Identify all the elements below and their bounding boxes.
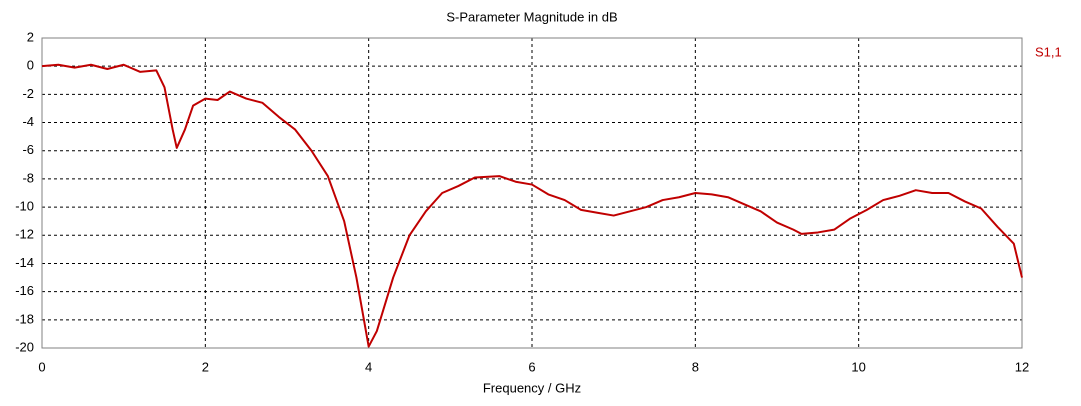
x-tick-label: 12	[1015, 359, 1029, 374]
x-tick-label: 8	[692, 359, 699, 374]
chart-title: S-Parameter Magnitude in dB	[446, 9, 617, 24]
y-tick-label: -20	[15, 339, 34, 354]
x-tick-label: 6	[528, 359, 535, 374]
y-tick-label: 0	[27, 58, 34, 73]
y-tick-label: -8	[22, 170, 34, 185]
plot-frame	[41, 37, 1023, 349]
data-line	[41, 63, 1023, 348]
y-tick-label: -2	[22, 86, 34, 101]
x-tick-label: 10	[851, 359, 865, 374]
y-tick-label: -16	[15, 283, 34, 298]
y-tick-label: -4	[22, 114, 34, 129]
y-tick-label: 2	[27, 29, 34, 44]
y-tick-label: -14	[15, 255, 34, 270]
x-tick-label: 4	[365, 359, 372, 374]
y-tick-label: -10	[15, 199, 34, 214]
y-tick-label: -6	[22, 142, 34, 157]
y-tick-label: -18	[15, 311, 34, 326]
legend-label: S1,1	[1035, 44, 1062, 59]
y-tick-label: -12	[15, 227, 34, 242]
x-axis-label: Frequency / GHz	[483, 380, 581, 395]
x-tick-label: 2	[202, 359, 209, 374]
x-tick-label: 0	[38, 359, 45, 374]
